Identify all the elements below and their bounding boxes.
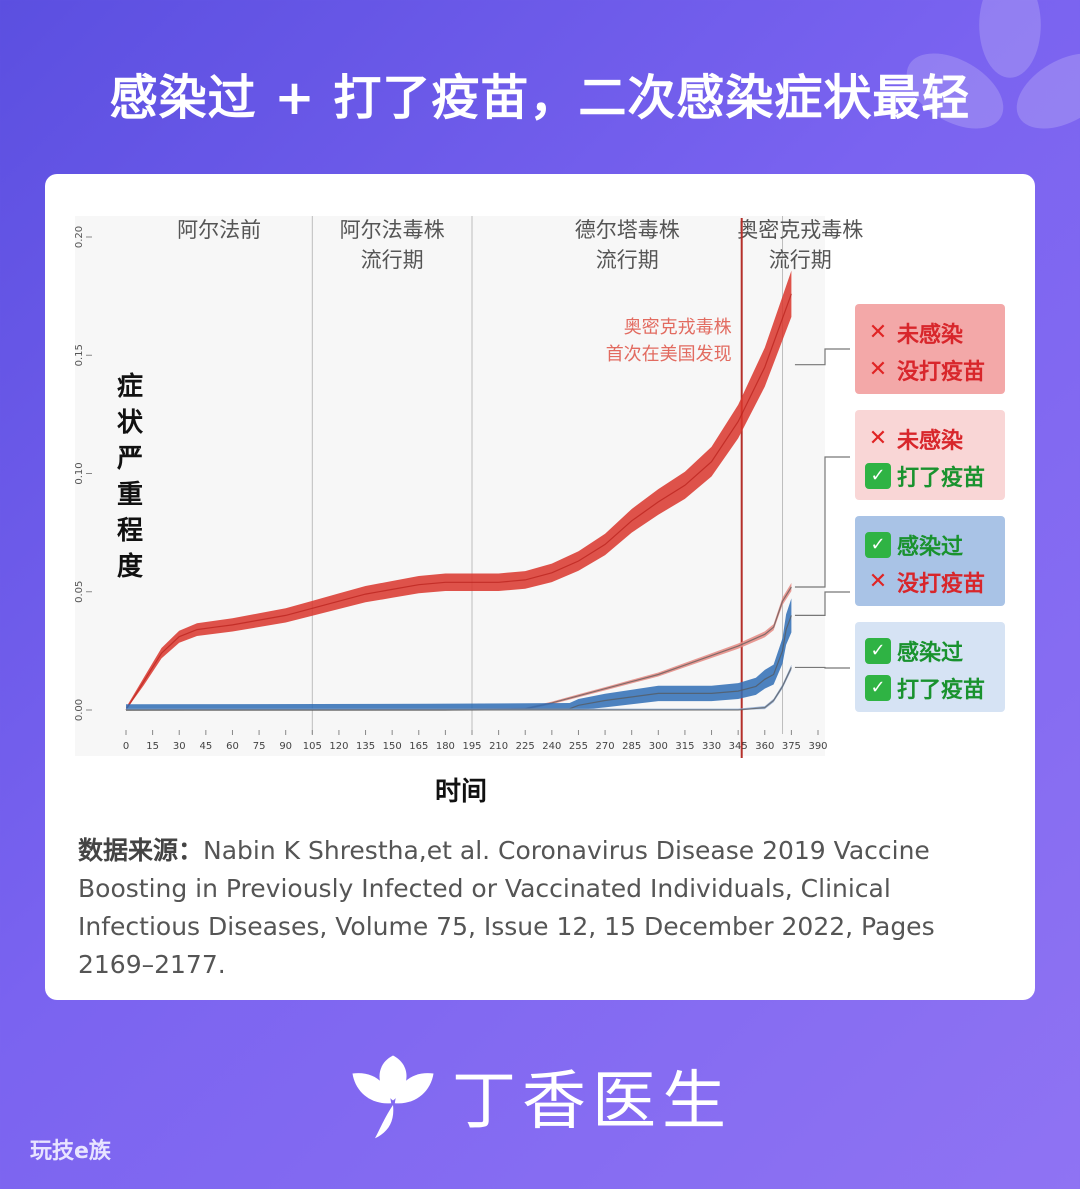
cross-icon: ✕ xyxy=(868,319,888,345)
x-tick-label: 135 xyxy=(356,741,375,752)
legend-connector xyxy=(794,666,850,669)
x-axis-label: 时间 xyxy=(435,777,488,807)
y-tick-label: 0.05 xyxy=(74,581,85,603)
series-line xyxy=(126,667,792,711)
legend-text: 打了疫苗 xyxy=(897,465,986,491)
x-tick-label: 45 xyxy=(199,741,212,752)
period-label: 德尔塔毒株 xyxy=(575,218,680,242)
check-icon: ✓ xyxy=(865,462,891,489)
period-label: 流行期 xyxy=(596,248,659,272)
y-tick-label: 0.10 xyxy=(74,462,85,484)
legend-connector xyxy=(794,348,850,366)
legend-item-uninfected-vaccinated: ✕ 未感染 ✓ 打了疫苗 xyxy=(855,410,1005,500)
x-tick-label: 60 xyxy=(226,741,239,752)
check-icon: ✓ xyxy=(865,674,891,701)
x-tick-label: 360 xyxy=(755,741,774,752)
x-tick-label: 150 xyxy=(383,741,402,752)
series-band xyxy=(126,598,792,710)
x-tick-label: 210 xyxy=(489,741,508,752)
y-tick-label: 0.15 xyxy=(74,344,85,366)
corner-watermark: 玩技e族 xyxy=(30,1139,111,1164)
legend-text: 感染过 xyxy=(897,640,964,666)
series-line xyxy=(125,293,792,711)
legend-item-infected-vaccinated: ✓ 感染过 ✓ 打了疫苗 xyxy=(855,622,1005,712)
chart-card: 阿尔法前 阿尔法毒株 流行期 德尔塔毒株 流行期 奥密克戎毒株 流行期 奥密克戎毒株 首次在美国… xyxy=(45,174,1035,1000)
x-tick-label: 0 xyxy=(123,741,129,752)
x-tick-label: 240 xyxy=(542,741,561,752)
legend-text: 打了疫苗 xyxy=(897,677,986,703)
cross-icon: ✕ xyxy=(868,425,888,451)
period-label: 奥密克戎毒株 xyxy=(737,218,863,242)
source-label: 数据来源： xyxy=(78,836,204,865)
series-band xyxy=(126,270,792,710)
legend-connector xyxy=(794,591,850,616)
x-tick-label: 315 xyxy=(675,741,694,752)
series-line xyxy=(125,615,792,711)
source-citation: 数据来源：Nabin K Shrestha,et al. Coronavirus… xyxy=(78,832,998,984)
legend-text: 未感染 xyxy=(897,428,964,454)
flower-watermark-icon xyxy=(906,0,1080,129)
y-tick-label: 0.00 xyxy=(74,699,85,721)
chart: 阿尔法前 阿尔法毒株流行期德尔塔毒株流行期奥密克戎毒株流行期奥密克戎毒株首次在美国… xyxy=(74,216,863,758)
y-axis-label: 症状严重程度 xyxy=(116,372,143,582)
x-tick-label: 300 xyxy=(649,741,668,752)
brand-name: 丁香医生 xyxy=(452,1065,732,1139)
flower-logo-icon xyxy=(352,1055,434,1139)
period-label: 流行期 xyxy=(769,248,832,272)
plot-area xyxy=(75,216,825,756)
legend-text: 没打疫苗 xyxy=(897,571,986,597)
x-tick-label: 90 xyxy=(279,741,292,752)
cross-icon: ✕ xyxy=(868,356,888,382)
legend-connector xyxy=(794,456,850,588)
x-tick-label: 75 xyxy=(253,741,266,752)
legend-text: 没打疫苗 xyxy=(897,359,986,385)
x-tick-label: 255 xyxy=(569,741,588,752)
period-label: 流行期 xyxy=(361,248,424,272)
x-tick-label: 180 xyxy=(436,741,455,752)
x-tick-label: 165 xyxy=(409,741,428,752)
legend-text: 未感染 xyxy=(897,322,964,348)
x-tick-label: 30 xyxy=(173,741,186,752)
legend-text: 感染过 xyxy=(897,534,964,560)
x-tick-label: 120 xyxy=(329,741,348,752)
x-tick-label: 105 xyxy=(303,741,322,752)
brand-logo: 丁香医生 xyxy=(0,1050,1080,1142)
page-title: 感染过 + 打了疫苗，二次感染症状最轻 xyxy=(109,70,971,126)
cross-icon: ✕ xyxy=(868,568,888,594)
x-tick-label: 225 xyxy=(516,741,535,752)
omicron-note: 奥密克戎毒株 xyxy=(624,317,732,338)
legend-item-infected-unvaccinated: ✓ 感染过 ✕ 没打疫苗 xyxy=(855,516,1005,606)
check-icon: ✓ xyxy=(865,637,891,664)
x-tick-label: 195 xyxy=(462,741,481,752)
x-tick-label: 330 xyxy=(702,741,721,752)
legend-item-uninfected-unvaccinated: ✕ 未感染 ✕ 没打疫苗 xyxy=(855,304,1005,394)
y-tick-label: 0.20 xyxy=(74,226,85,248)
source-text: Nabin K Shrestha,et al. Coronavirus Dise… xyxy=(78,836,935,979)
x-tick-label: 15 xyxy=(146,741,159,752)
omicron-note: 首次在美国发现 xyxy=(606,344,732,365)
x-tick-label: 345 xyxy=(729,741,748,752)
x-tick-label: 285 xyxy=(622,741,641,752)
period-label: 阿尔法毒株 xyxy=(340,218,445,242)
check-icon: ✓ xyxy=(865,531,891,558)
period-label: 阿尔法前 xyxy=(177,218,261,242)
x-tick-label: 375 xyxy=(782,741,801,752)
x-tick-label: 390 xyxy=(808,741,827,752)
x-tick-label: 270 xyxy=(596,741,615,752)
